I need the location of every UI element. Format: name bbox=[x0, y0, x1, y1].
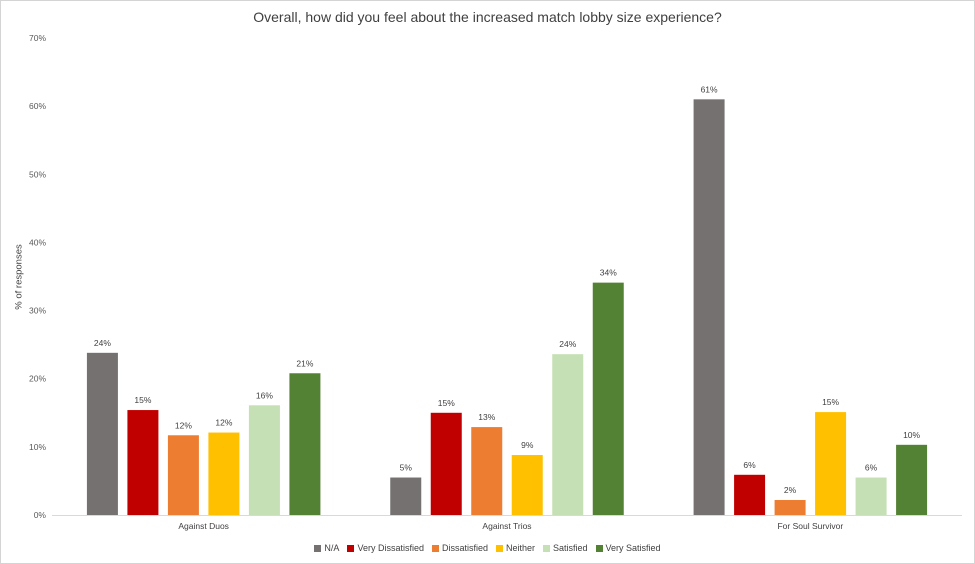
bar bbox=[471, 427, 503, 515]
legend-swatch bbox=[495, 544, 503, 552]
data-label: 16% bbox=[256, 390, 273, 400]
y-tick-label: 30% bbox=[29, 306, 46, 316]
legend-swatch bbox=[595, 544, 603, 552]
data-label: 13% bbox=[478, 412, 495, 422]
bar bbox=[289, 373, 321, 515]
bar bbox=[774, 500, 806, 515]
legend-item: Dissatisfied bbox=[431, 543, 488, 553]
y-tick-label: 60% bbox=[29, 101, 46, 111]
legend-label: Neither bbox=[505, 543, 535, 553]
bar bbox=[855, 477, 887, 515]
data-label: 15% bbox=[438, 398, 455, 408]
data-label: 9% bbox=[521, 440, 534, 450]
data-label: 5% bbox=[400, 463, 413, 473]
legend-item: N/A bbox=[314, 543, 339, 553]
data-label: 2% bbox=[784, 485, 797, 495]
x-tick-label: For Soul Survivor bbox=[777, 521, 843, 531]
bar bbox=[734, 474, 766, 515]
legend: N/A Very Dissatisfied Dissatisfied Neither S… bbox=[0, 543, 975, 553]
legend-swatch bbox=[543, 544, 550, 552]
bar bbox=[208, 432, 240, 515]
y-tick-label: 70% bbox=[29, 33, 46, 43]
y-tick-label: 20% bbox=[29, 374, 46, 384]
bar bbox=[430, 412, 462, 515]
bar bbox=[248, 405, 280, 515]
legend-swatch bbox=[431, 544, 439, 552]
legend-swatch bbox=[347, 544, 355, 552]
bar bbox=[552, 354, 584, 515]
legend-label: Satisfied bbox=[553, 543, 588, 553]
bar bbox=[896, 444, 928, 515]
legend-item: Satisfied bbox=[543, 543, 588, 553]
data-label: 34% bbox=[600, 268, 617, 278]
legend-swatch bbox=[314, 544, 322, 552]
bar bbox=[127, 410, 159, 515]
data-label: 15% bbox=[134, 395, 151, 405]
bar bbox=[86, 352, 118, 515]
y-tick-label: 10% bbox=[29, 442, 46, 452]
y-tick-label: 40% bbox=[29, 237, 46, 247]
data-label: 24% bbox=[94, 338, 111, 348]
bar bbox=[815, 412, 847, 515]
data-label: 12% bbox=[175, 420, 192, 430]
bar bbox=[167, 435, 199, 515]
data-label: 24% bbox=[559, 339, 576, 349]
y-tick-label: 50% bbox=[29, 169, 46, 179]
legend-label: N/A bbox=[324, 543, 340, 553]
data-label: 15% bbox=[822, 397, 839, 407]
legend-item: Very Dissatisfied bbox=[347, 543, 424, 553]
legend-item: Very Satisfied bbox=[595, 543, 661, 553]
legend-label: Very Dissatisfied bbox=[357, 543, 424, 553]
x-tick-label: Against Duos bbox=[178, 521, 229, 531]
data-label: 61% bbox=[701, 84, 718, 94]
chart-title: Overall, how did you feel about the incr… bbox=[253, 9, 722, 25]
data-label: 10% bbox=[903, 430, 920, 440]
x-tick-label: Against Trios bbox=[482, 521, 531, 531]
y-tick-label: 0% bbox=[34, 510, 47, 520]
data-label: 6% bbox=[865, 463, 878, 473]
bar bbox=[693, 99, 725, 515]
bar bbox=[592, 282, 624, 515]
bar bbox=[511, 455, 543, 515]
legend-label: Very Satisfied bbox=[605, 543, 661, 553]
legend-item: Neither bbox=[495, 543, 535, 553]
data-label: 12% bbox=[215, 418, 232, 428]
data-label: 21% bbox=[296, 358, 313, 368]
data-label: 6% bbox=[743, 460, 756, 470]
bar bbox=[390, 477, 422, 515]
legend-label: Dissatisfied bbox=[441, 543, 488, 553]
